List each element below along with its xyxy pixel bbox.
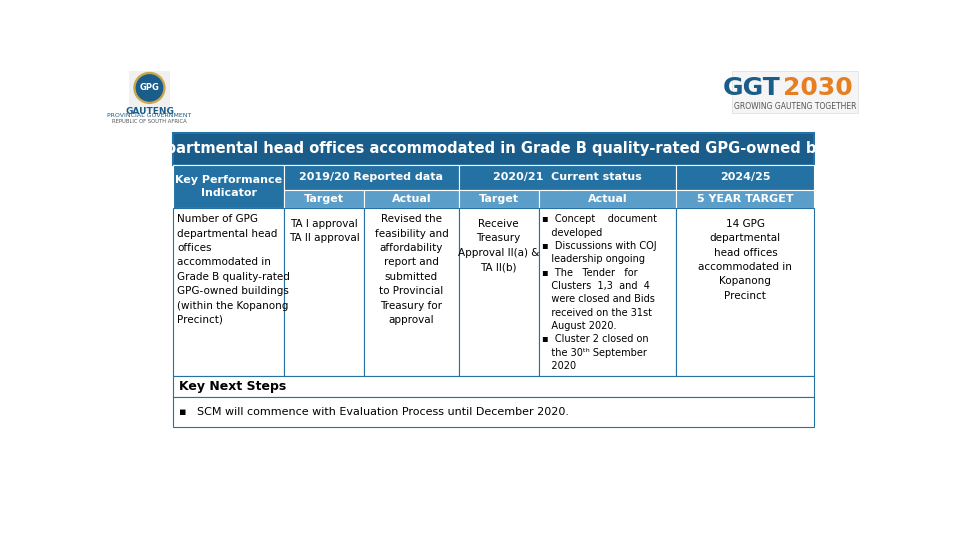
Circle shape [136,75,162,101]
Bar [459,165,677,190]
Text: TA I approval
TA II approval: TA I approval TA II approval [289,219,360,243]
Bar [539,190,677,208]
Text: GPG: GPG [139,83,159,92]
Bar [173,397,814,427]
Text: Target: Target [479,194,518,204]
Bar [677,190,814,208]
Bar [130,71,170,111]
Circle shape [134,72,165,103]
Text: REPUBLIC OF SOUTH AFRICA: REPUBLIC OF SOUTH AFRICA [112,119,187,124]
Text: ▪   SCM will commence with Evaluation Process until December 2020.: ▪ SCM will commence with Evaluation Proc… [179,407,569,417]
Text: GPG departmental head offices accommodated in Grade B quality-rated GPG-owned bu: GPG departmental head offices accommodat… [105,141,882,156]
Bar [677,208,814,376]
Text: GGT: GGT [723,76,780,100]
Text: Number of GPG
departmental head
offices
accommodated in
Grade B quality-rated
GP: Number of GPG departmental head offices … [178,214,290,325]
Text: 2024/25: 2024/25 [720,172,771,182]
Bar [459,190,539,208]
Bar [173,208,284,376]
Bar [677,165,814,190]
Text: ▪  Concept    document
   developed
▪  Discussions with COJ
   leadership ongoin: ▪ Concept document developed ▪ Discussio… [542,214,658,371]
Text: 2019/20 Reported data: 2019/20 Reported data [300,172,444,182]
Text: Actual: Actual [392,194,431,204]
Text: GAUTENG: GAUTENG [125,107,174,116]
Bar [173,165,284,208]
Bar [284,190,364,208]
Text: Receive
Treasury
Approval II(a) &
TA II(b): Receive Treasury Approval II(a) & TA II(… [458,219,540,272]
Bar [732,71,858,113]
Text: Revised the
feasibility and
affordability
report and
submitted
to Provincial
Tre: Revised the feasibility and affordabilit… [374,214,448,325]
Bar [173,376,814,397]
Bar [459,208,539,376]
Text: Target: Target [304,194,345,204]
Text: 5 YEAR TARGET: 5 YEAR TARGET [697,194,794,204]
Text: GROWING GAUTENG TOGETHER: GROWING GAUTENG TOGETHER [733,102,856,111]
Text: 2030: 2030 [782,76,852,100]
Bar [284,165,459,190]
Text: 2020/21  Current status: 2020/21 Current status [493,172,642,182]
Bar [364,190,459,208]
Text: 14 GPG
departmental
head offices
accommodated in
Kopanong
Precinct: 14 GPG departmental head offices accommo… [699,219,792,301]
Text: Key Next Steps: Key Next Steps [179,380,286,393]
Bar [364,208,459,376]
Text: Key Performance
Indicator: Key Performance Indicator [175,175,282,198]
Bar [539,208,677,376]
Bar [173,132,814,165]
Text: PROVINCIAL GOVERNMENT: PROVINCIAL GOVERNMENT [108,113,192,118]
Bar [284,208,364,376]
Text: Actual: Actual [588,194,627,204]
